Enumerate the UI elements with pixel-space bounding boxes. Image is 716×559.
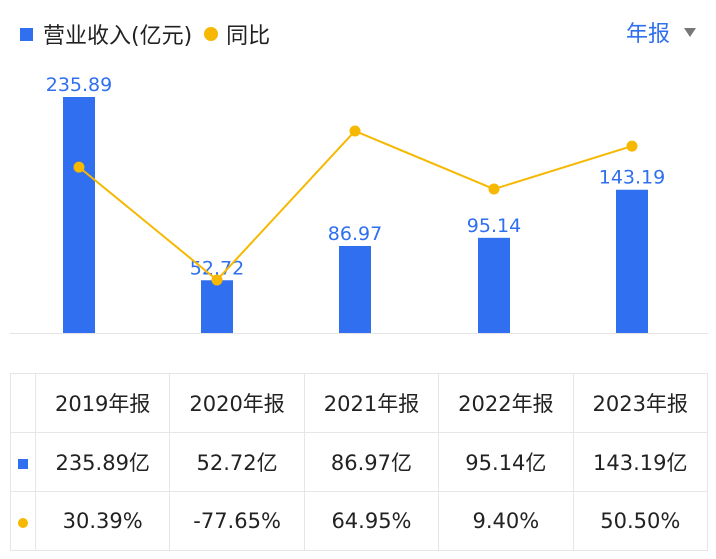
- period-dropdown[interactable]: 年报: [626, 16, 696, 48]
- yoy-cell: 30.39%: [34, 491, 171, 551]
- chart-legend: 营业收入(亿元) 同比: [20, 18, 270, 50]
- revenue-chart: 235.89 52.72 86.97 95.14 143.19: [10, 74, 708, 334]
- bar-value-label: 235.89: [46, 74, 112, 96]
- table-header-cell: 2021年报: [303, 373, 440, 433]
- bar-value-label: 86.97: [328, 223, 382, 245]
- bar-series-marker: [20, 27, 33, 41]
- yoy-point: [488, 183, 500, 195]
- revenue-row-marker: [10, 432, 36, 492]
- yoy-point: [211, 274, 223, 286]
- bar-series-label: 营业收入(亿元): [43, 24, 193, 49]
- line-series-label: 同比: [226, 24, 271, 49]
- revenue-bar: [339, 245, 371, 333]
- yoy-cell: 64.95%: [303, 491, 440, 551]
- line-series-marker: [204, 27, 219, 41]
- revenue-bar: [63, 97, 95, 333]
- revenue-bar: [201, 280, 233, 333]
- yoy-point: [73, 161, 85, 173]
- revenue-cell: 52.72亿: [169, 432, 305, 492]
- yoy-point: [349, 125, 361, 137]
- yoy-cell: 50.50%: [572, 491, 709, 551]
- caret-down-icon: [684, 27, 696, 37]
- bar-value-label: 143.19: [599, 167, 665, 189]
- table-corner-cell: [10, 373, 36, 433]
- revenue-bar: [616, 189, 648, 333]
- table-header-cell: 2022年报: [438, 373, 574, 433]
- revenue-bar: [478, 237, 510, 333]
- table-header-row: 2019年报 2020年报 2021年报 2022年报 2023年报: [10, 373, 709, 433]
- yoy-row-marker: [10, 491, 36, 551]
- revenue-cell: 143.19亿: [572, 432, 709, 492]
- table-header-cell: 2020年报: [169, 373, 305, 433]
- revenue-cell: 235.89亿: [34, 432, 171, 492]
- table-header-cell: 2019年报: [34, 373, 171, 433]
- bar-value-label: 95.14: [467, 215, 521, 237]
- bar-value-label: 52.72: [190, 257, 244, 279]
- table-row-revenue: 235.89亿 52.72亿 86.97亿 95.14亿 143.19亿: [10, 432, 709, 492]
- yoy-cell: -77.65%: [169, 491, 305, 551]
- yoy-point: [626, 140, 638, 152]
- bar-series-marker: [18, 459, 28, 469]
- yoy-cell: 9.40%: [438, 491, 574, 551]
- revenue-cell: 95.14亿: [438, 432, 574, 492]
- table-header-cell: 2023年报: [572, 373, 709, 433]
- line-series-marker: [18, 518, 28, 528]
- period-dropdown-label: 年报: [625, 22, 670, 47]
- table-row-yoy: 30.39% -77.65% 64.95% 9.40% 50.50%: [10, 491, 709, 551]
- revenue-cell: 86.97亿: [303, 432, 440, 492]
- data-table: 2019年报 2020年报 2021年报 2022年报 2023年报 235.8…: [10, 373, 709, 551]
